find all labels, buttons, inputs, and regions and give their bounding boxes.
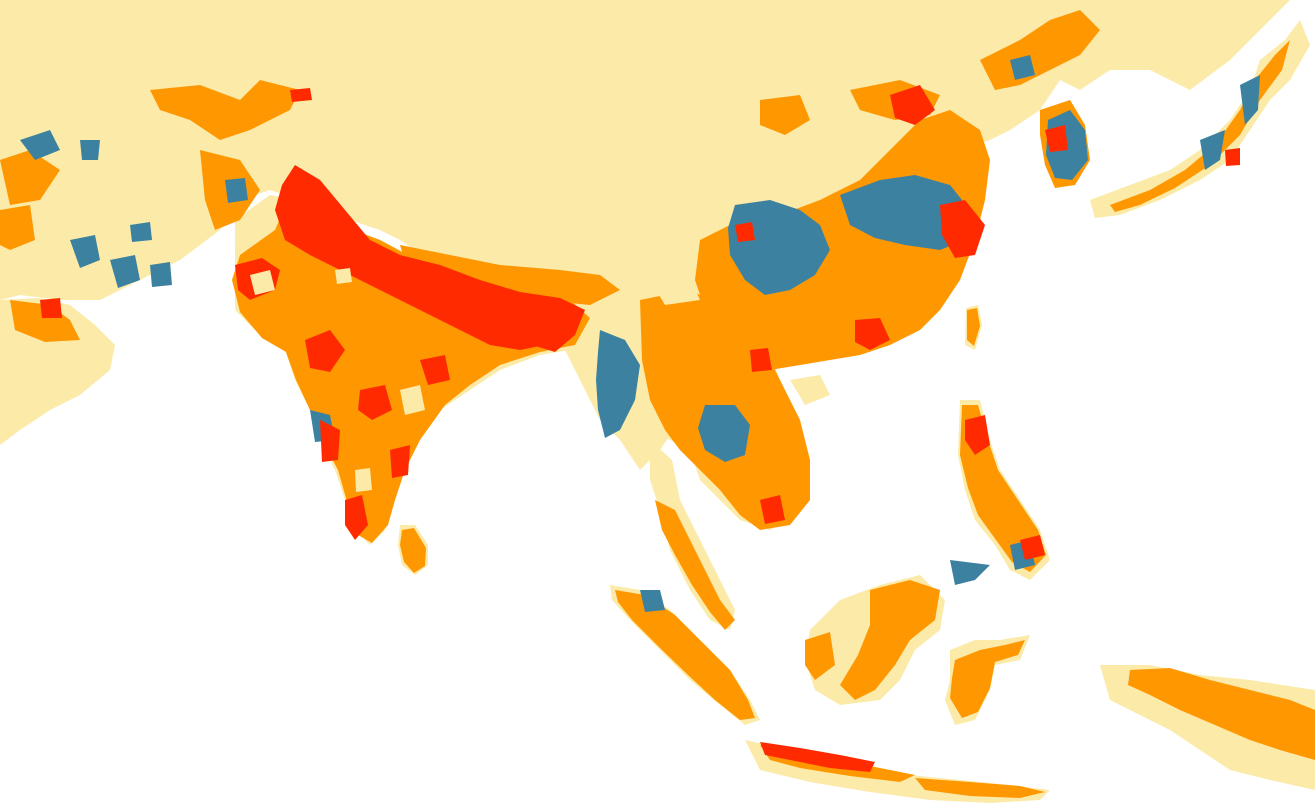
c1-patch-12 (1090, 20, 1310, 218)
c2-patch-15 (805, 632, 835, 680)
c2-patch-18 (915, 778, 1045, 798)
c4-patch-9 (20, 130, 60, 160)
class-3-areas (40, 85, 1240, 772)
c3-patch-19 (40, 298, 62, 318)
c4-patch-5 (1240, 75, 1260, 125)
c3-patch-5 (345, 495, 368, 540)
c2-patch-2 (150, 80, 300, 140)
c3-patch-4 (320, 420, 340, 462)
sumatra (615, 590, 755, 720)
c1-patch-5 (650, 278, 700, 305)
china (695, 110, 990, 370)
new-guinea (1128, 668, 1315, 760)
borneo (840, 580, 940, 700)
c3-patch-2 (305, 330, 345, 372)
c3-patch-9 (890, 85, 935, 125)
c4-patch-7 (70, 235, 100, 268)
c3-patch-17 (750, 348, 772, 372)
c1-patch-2 (1060, 0, 1240, 60)
c1-patch-3 (355, 468, 372, 492)
c4-patch-10 (80, 140, 100, 160)
c4-patch-17 (950, 560, 990, 585)
malay-peninsula (655, 500, 735, 630)
c3-patch-8 (530, 315, 575, 352)
class-1-specks (250, 268, 830, 492)
c4-patch-14 (1010, 55, 1035, 80)
c2-patch-8 (980, 10, 1100, 90)
c3-patch-15 (965, 415, 990, 455)
c4-patch-0 (728, 200, 830, 295)
c2-patch-4 (0, 150, 60, 205)
c2-patch-24 (400, 245, 620, 305)
c4-patch-11 (130, 222, 152, 242)
gangetic-plain (275, 165, 585, 350)
india (232, 172, 590, 543)
c3-patch-13 (1045, 125, 1068, 152)
sulawesi (950, 640, 1025, 718)
c3-patch-11 (855, 318, 890, 350)
c3-patch-21 (290, 88, 312, 102)
c4-patch-3 (698, 405, 750, 462)
c1-patch-4 (790, 375, 830, 405)
c2-patch-6 (10, 300, 80, 342)
c2-patch-5 (0, 205, 35, 250)
c3-patch-16 (1020, 535, 1045, 560)
taiwan (967, 308, 980, 346)
class-4-areas (20, 55, 1260, 612)
c3-patch-20 (1225, 148, 1240, 166)
c3-patch-18 (760, 495, 785, 524)
c3-patch-14 (760, 742, 875, 772)
c3-patch-10 (940, 200, 985, 258)
c3-patch-12 (735, 222, 755, 242)
c1-patch-1 (335, 268, 352, 284)
c4-patch-16 (640, 590, 665, 612)
c3-patch-7 (420, 355, 450, 385)
c3-patch-3 (358, 385, 392, 420)
c4-patch-2 (596, 330, 640, 438)
c1-patch-2 (400, 385, 425, 415)
c1-patch-0 (0, 0, 1290, 470)
c4-patch-8 (110, 255, 140, 288)
c4-patch-12 (225, 178, 248, 203)
c4-patch-13 (150, 262, 172, 287)
c4-patch-1 (840, 175, 970, 250)
c2-patch-10 (760, 95, 810, 135)
c1-patch-4 (650, 440, 735, 630)
c4-patch-6 (1200, 130, 1225, 170)
sri-lanka (400, 528, 426, 573)
c1-patch-0 (250, 270, 275, 295)
c3-patch-6 (390, 445, 410, 478)
